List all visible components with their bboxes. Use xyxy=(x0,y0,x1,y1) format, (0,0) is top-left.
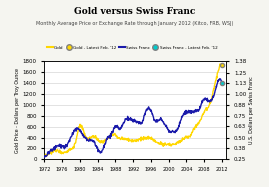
Text: Monthly Average Price or Exchange Rate through January 2012 (Kitco, FRB, WSJ): Monthly Average Price or Exchange Rate t… xyxy=(36,21,233,26)
Y-axis label: U.S. Dollars per Swiss Franc: U.S. Dollars per Swiss Franc xyxy=(249,76,254,144)
Text: Gold versus Swiss Franc: Gold versus Swiss Franc xyxy=(74,7,195,16)
Y-axis label: Gold Price - Dollars per Troy Ounce: Gold Price - Dollars per Troy Ounce xyxy=(15,68,20,153)
Legend: Gold, Gold - Latest Feb. '12, Swiss Franc, Swiss Franc - Latest Feb. '12: Gold, Gold - Latest Feb. '12, Swiss Fran… xyxy=(47,46,217,50)
